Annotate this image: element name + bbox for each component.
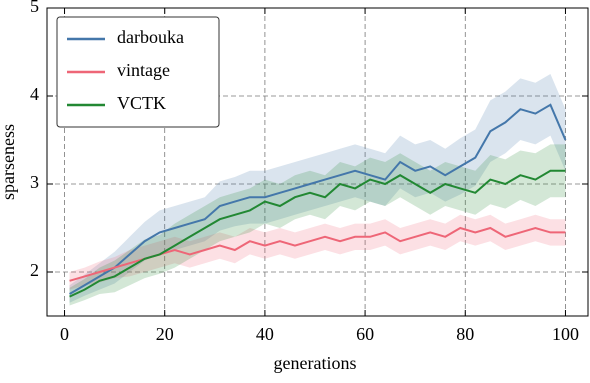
x-tick-label: 60 [356, 324, 374, 344]
x-tick-label: 100 [552, 324, 579, 344]
line [69, 169, 566, 298]
error-band [69, 214, 566, 290]
legend-label: darbouka [117, 27, 184, 47]
x-tick-label: 40 [256, 324, 274, 344]
error-band [69, 74, 566, 303]
legend-box [56, 16, 220, 128]
legend-label: VCTK [117, 93, 166, 113]
y-tick-label: 5 [30, 0, 39, 16]
error-band [69, 144, 566, 306]
legend-label: vintage [117, 60, 170, 80]
x-axis-label: generations [274, 353, 357, 373]
line [69, 103, 567, 295]
x-tick-label: 0 [60, 324, 69, 344]
y-axis-label: sparseness [0, 124, 18, 200]
y-tick-label: 2 [30, 260, 39, 280]
plot-frame [46, 7, 589, 317]
x-tick-label: 20 [156, 324, 174, 344]
y-tick-label: 3 [30, 172, 39, 192]
y-tick-label: 4 [30, 84, 39, 104]
x-tick-label: 80 [456, 324, 474, 344]
